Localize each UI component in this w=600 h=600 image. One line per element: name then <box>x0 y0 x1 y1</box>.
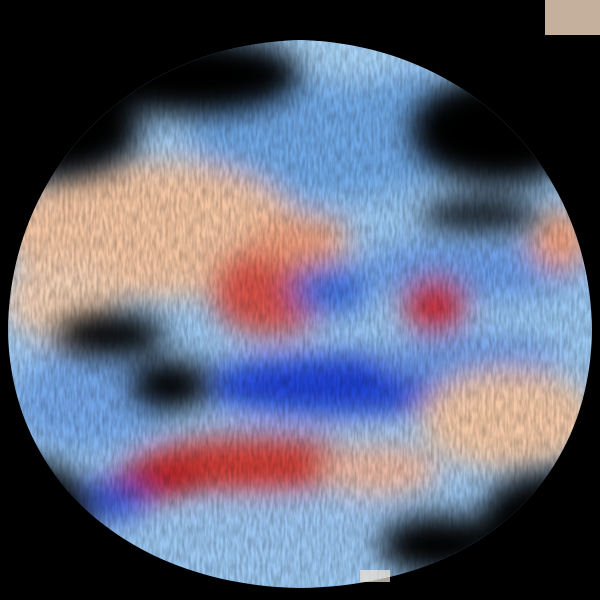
echo-patch <box>360 570 390 582</box>
outer-echoes <box>360 0 600 582</box>
echo-patch <box>545 0 600 35</box>
